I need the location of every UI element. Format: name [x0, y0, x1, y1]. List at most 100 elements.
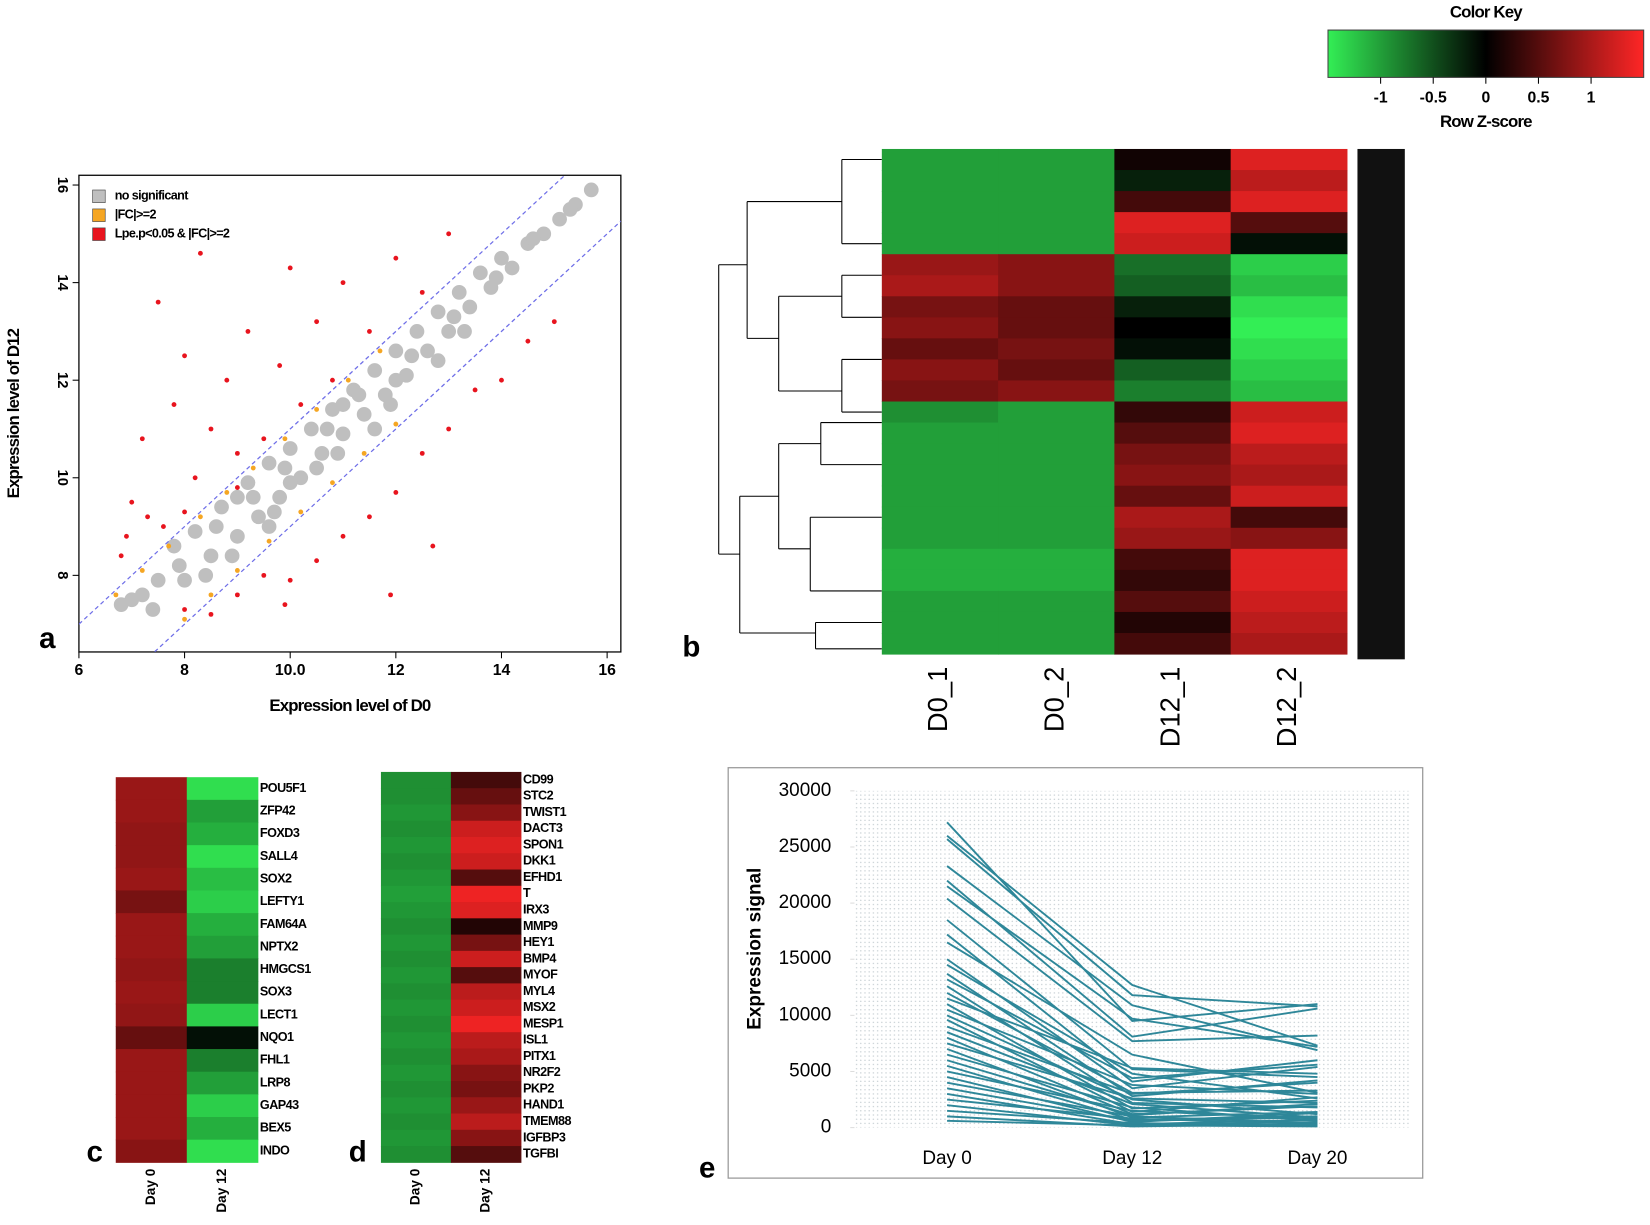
x-tick-label: 16 — [598, 662, 616, 679]
point — [208, 519, 224, 534]
row-label: T — [523, 886, 531, 900]
point — [330, 377, 335, 383]
series-line — [946, 835, 1318, 1047]
heat-cell — [186, 1117, 259, 1141]
heat-cell — [115, 981, 188, 1005]
heat-cell — [1114, 464, 1232, 487]
point — [552, 211, 567, 227]
point — [139, 568, 145, 573]
series-line — [946, 1059, 1318, 1117]
heat-cell — [1230, 317, 1348, 339]
row-label: NQO1 — [260, 1030, 294, 1044]
heat-cell — [1114, 296, 1232, 318]
heat-cell — [998, 148, 1115, 171]
heat-cell — [1230, 548, 1348, 571]
point — [309, 460, 324, 476]
heat-cell — [1230, 485, 1348, 508]
heat-cell — [1114, 338, 1232, 360]
point — [192, 475, 198, 481]
heat-cell — [115, 1117, 188, 1141]
heat-cell — [186, 913, 259, 937]
x-tick-label: 14 — [493, 662, 511, 679]
column-label: Day 12 — [214, 1168, 229, 1212]
point — [314, 319, 320, 325]
heat-cell — [115, 913, 188, 937]
point — [525, 231, 541, 247]
heat-cell — [881, 317, 999, 339]
point — [145, 514, 151, 520]
heat-cell — [115, 1071, 188, 1095]
point — [118, 553, 124, 559]
point — [319, 421, 335, 437]
point — [330, 446, 346, 461]
point — [340, 280, 346, 286]
series-line — [946, 1008, 1318, 1095]
heat-cell — [1230, 338, 1348, 360]
heat-cell — [380, 788, 452, 805]
y-axis-title: Expression signal — [745, 868, 766, 1030]
heat-cell — [881, 506, 999, 529]
point — [388, 343, 404, 359]
point — [171, 558, 187, 573]
heat-cell — [186, 867, 259, 891]
y-tick-label: 8 — [54, 571, 70, 579]
row-label: MYOF — [523, 968, 558, 982]
point — [150, 572, 166, 588]
point — [261, 455, 277, 471]
key-tick-label: 0 — [1481, 90, 1490, 107]
y-tick-label: 14 — [54, 274, 70, 291]
heat-cell — [115, 958, 188, 982]
heat-cell — [881, 148, 999, 171]
heat-cell — [1230, 464, 1348, 487]
point — [367, 514, 372, 520]
point — [113, 592, 119, 598]
y-tick-label: 12 — [54, 372, 70, 388]
series-line — [946, 978, 1318, 1080]
heat-cell — [115, 935, 188, 959]
point — [472, 265, 488, 281]
heat-cell — [1230, 611, 1348, 634]
row-label: PITX1 — [523, 1049, 556, 1063]
point — [335, 426, 351, 442]
point — [182, 353, 187, 359]
heat-cell — [1114, 380, 1232, 403]
heat-cell — [1230, 380, 1348, 403]
point — [230, 528, 245, 544]
heat-cell — [380, 1015, 452, 1033]
heat-cell — [998, 464, 1115, 487]
row-label: IRX3 — [523, 903, 549, 917]
point — [551, 319, 557, 325]
point — [124, 533, 129, 539]
point — [166, 543, 172, 549]
heat-cell — [881, 569, 999, 592]
row-label: NPTX2 — [260, 939, 299, 953]
heat-cell — [998, 338, 1115, 360]
heat-cell — [380, 1097, 452, 1115]
heat-cell — [881, 338, 999, 360]
series-line — [946, 933, 1318, 1083]
y-tick-label: 5000 — [789, 1060, 831, 1081]
y-tick-label: 20000 — [779, 892, 832, 913]
heat-cell — [1114, 401, 1232, 424]
point — [182, 607, 187, 612]
series-line — [946, 1076, 1318, 1123]
y-tick-label: 15000 — [779, 948, 832, 969]
point — [245, 328, 251, 334]
series-line — [946, 1003, 1318, 1110]
point — [388, 372, 404, 388]
heat-cell — [998, 380, 1115, 403]
point — [504, 260, 520, 276]
heat-cell — [115, 890, 188, 914]
point — [351, 387, 367, 403]
point — [203, 548, 219, 564]
heat-cell — [450, 1129, 522, 1147]
point — [277, 363, 283, 368]
legend-label: |FC|>=2 — [115, 208, 157, 222]
point — [404, 348, 420, 364]
key-tick-label: -0.5 — [1420, 90, 1447, 107]
heat-cell — [881, 191, 999, 213]
heat-cell — [998, 254, 1115, 276]
heat-cell — [881, 254, 999, 276]
heat-cell — [450, 1080, 522, 1098]
row-label: SPON1 — [523, 837, 564, 851]
